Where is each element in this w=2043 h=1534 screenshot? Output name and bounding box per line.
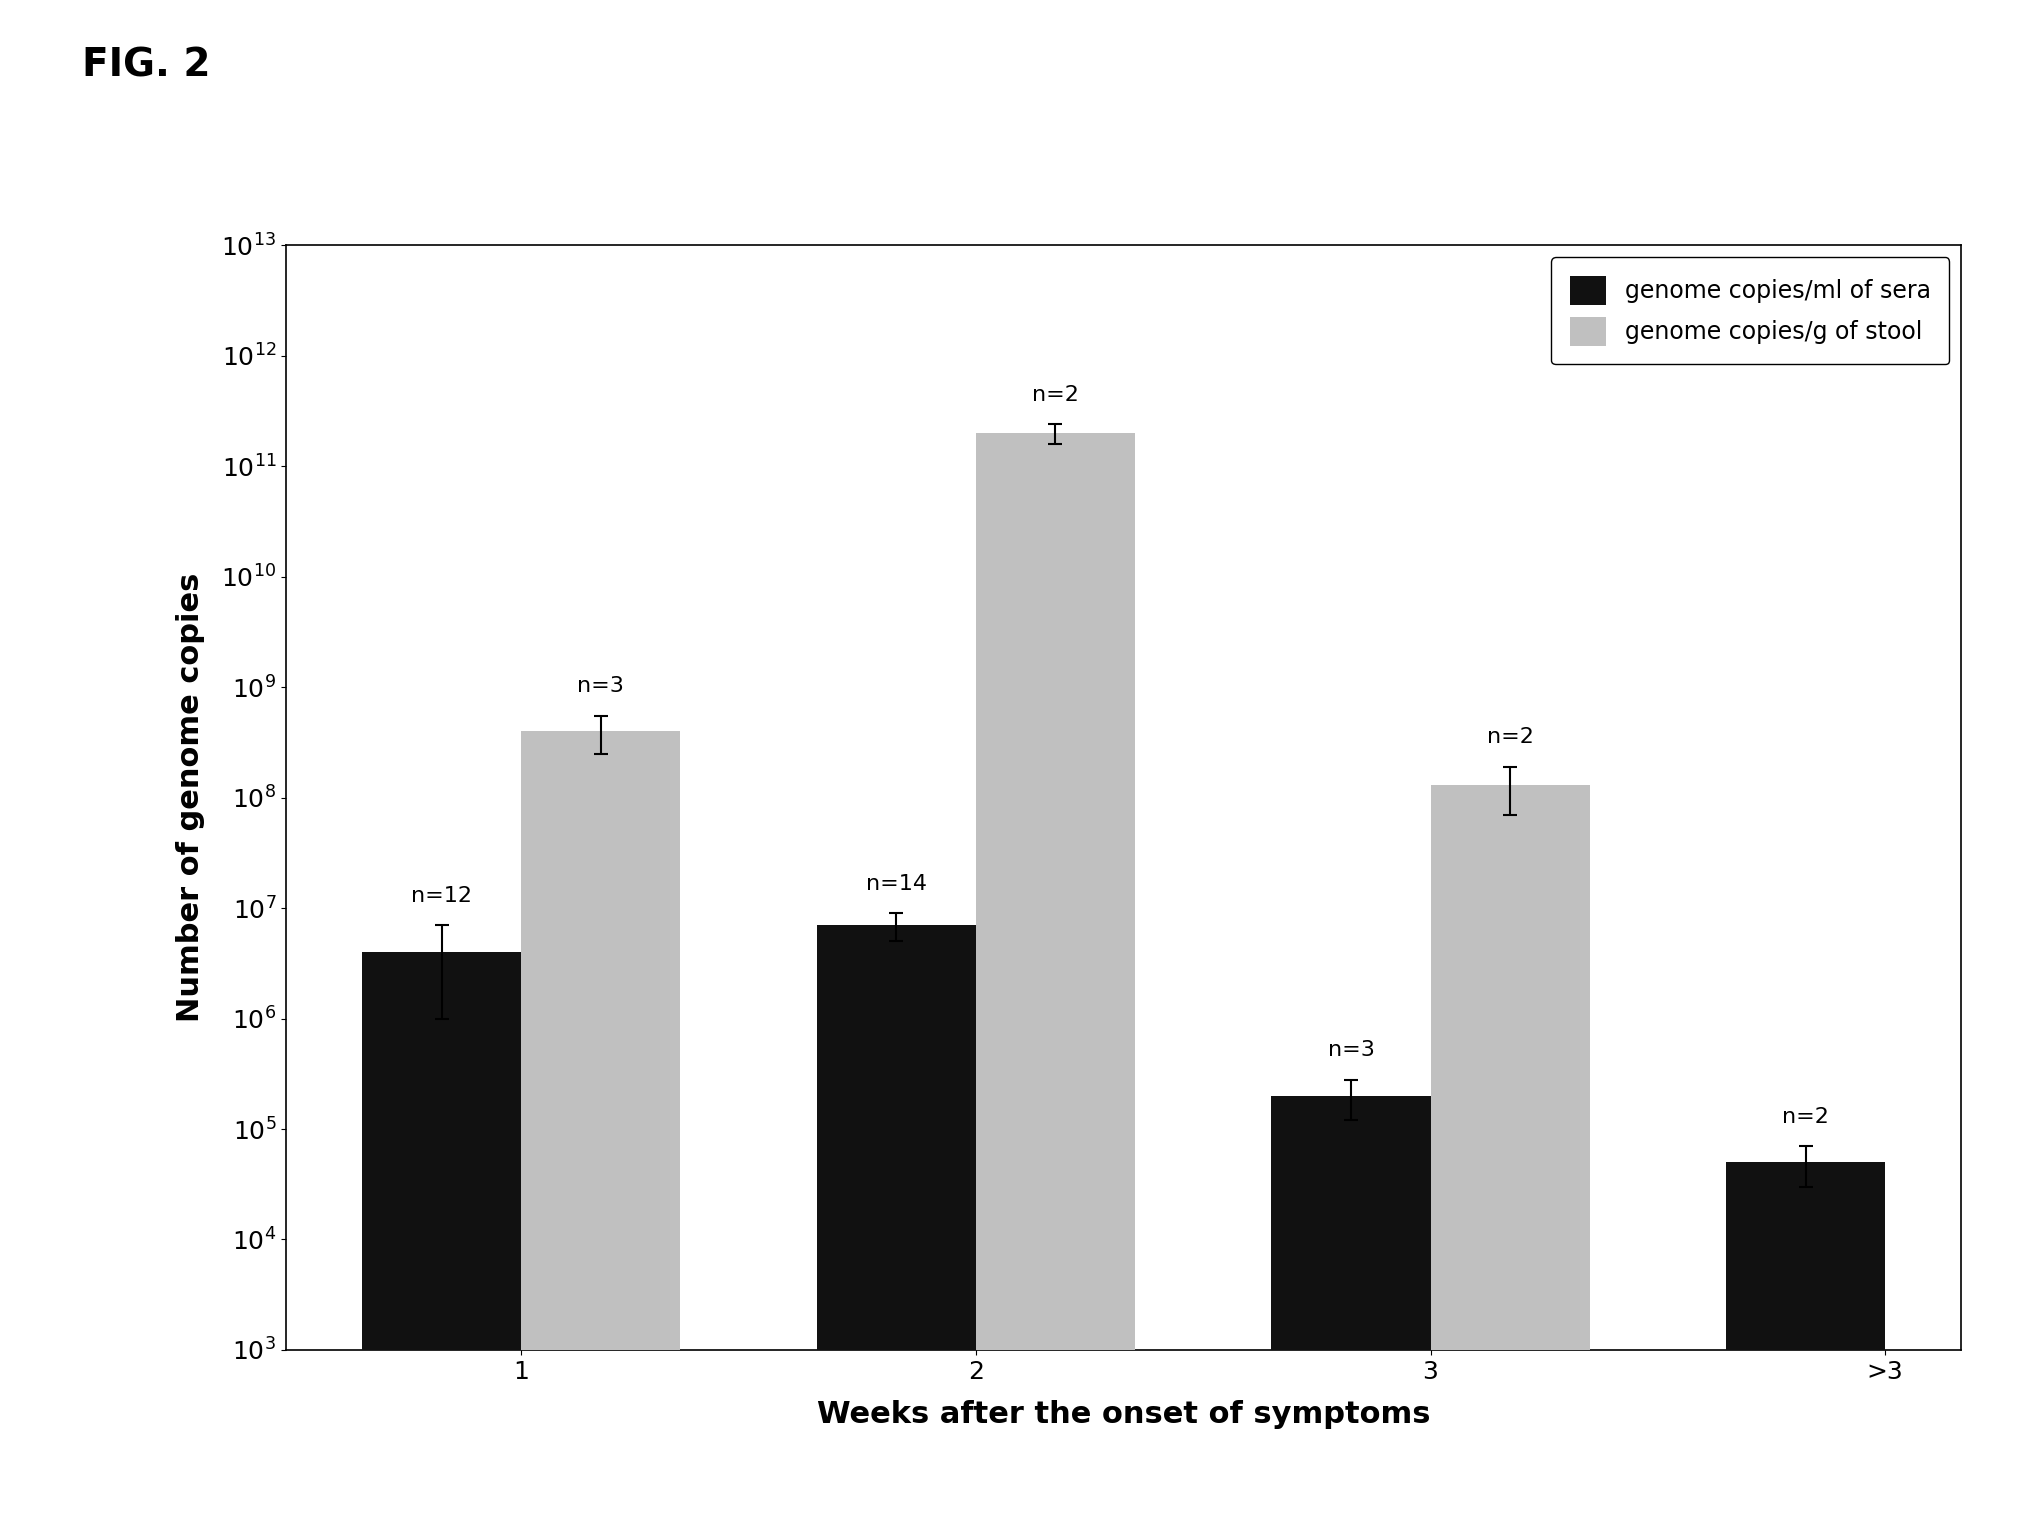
Text: n=3: n=3 xyxy=(1328,1040,1375,1060)
Bar xyxy=(362,953,521,1534)
Text: n=2: n=2 xyxy=(1781,1106,1828,1126)
Text: n=2: n=2 xyxy=(1487,727,1534,747)
Bar xyxy=(977,433,1136,1534)
Text: FIG. 2: FIG. 2 xyxy=(82,46,210,84)
Bar xyxy=(1271,1095,1430,1534)
Y-axis label: Number of genome copies: Number of genome copies xyxy=(176,574,204,1022)
Bar xyxy=(521,732,680,1534)
Text: n=3: n=3 xyxy=(578,676,625,696)
Text: n=14: n=14 xyxy=(866,874,928,894)
X-axis label: Weeks after the onset of symptoms: Weeks after the onset of symptoms xyxy=(817,1401,1430,1430)
Bar xyxy=(817,925,977,1534)
Bar xyxy=(1430,785,1589,1534)
Legend: genome copies/ml of sera, genome copies/g of stool: genome copies/ml of sera, genome copies/… xyxy=(1551,258,1949,365)
Text: n=12: n=12 xyxy=(411,885,472,905)
Text: n=2: n=2 xyxy=(1032,385,1079,405)
Bar xyxy=(1726,1163,1886,1534)
